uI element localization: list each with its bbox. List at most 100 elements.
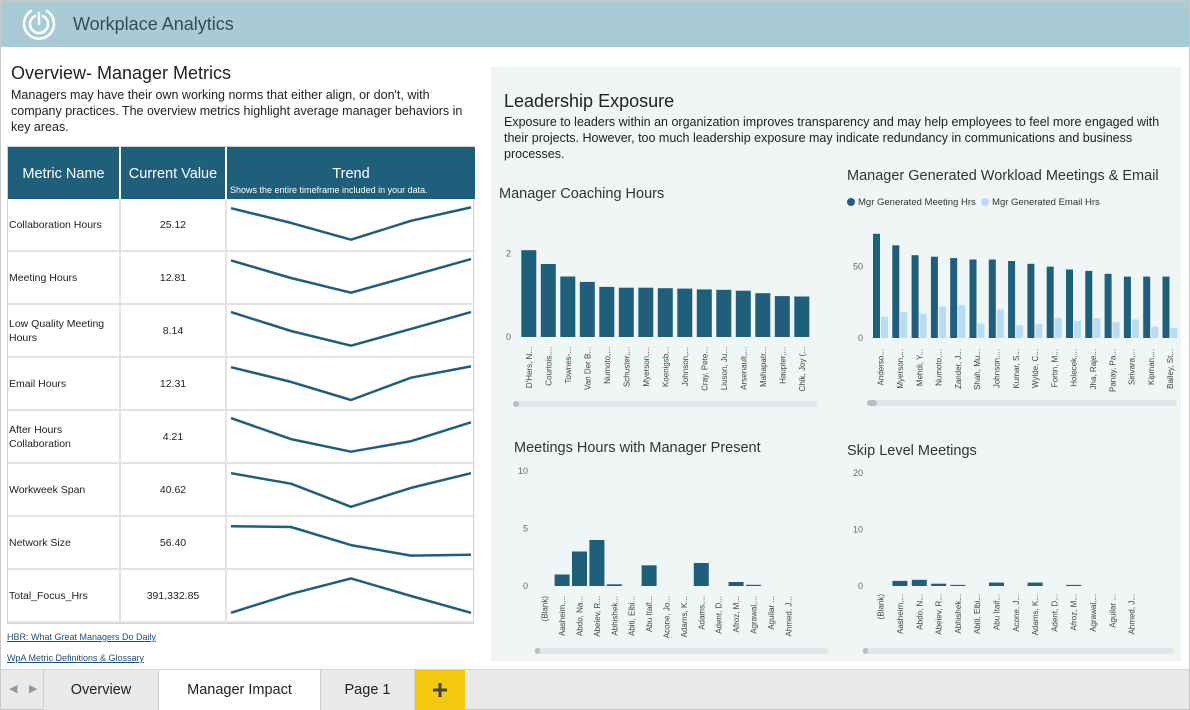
chart-bar[interactable] [930,256,938,338]
chart-bar[interactable] [881,316,888,338]
chart-bar[interactable] [1143,276,1151,338]
workload-scroll-thumb[interactable] [867,400,877,406]
chart-bar[interactable] [554,574,570,587]
chart-bar[interactable] [958,305,966,338]
manager-present-scrollbar[interactable] [535,648,829,654]
x-category-label: Holecek,... [1070,349,1079,387]
chart-bar[interactable] [641,565,657,586]
leadership-description: Exposure to leaders within an organizati… [504,115,1160,161]
table-row[interactable]: Meeting Hours 12.81 [8,252,475,305]
chart-bar[interactable] [1008,261,1016,338]
chart-bar[interactable] [657,288,673,337]
chart-bar[interactable] [746,584,761,586]
chart-bar[interactable] [696,289,712,337]
chart-bar[interactable] [1162,276,1170,338]
chart-bar[interactable] [977,323,985,338]
chart-bar[interactable] [950,258,958,338]
chart-bar[interactable] [1046,266,1054,338]
skip-level-meetings-chart[interactable]: 0 10 20 (Blank) Aasheim,... Abdo, N... Abeiev,… [841,461,1176,646]
chart-bar[interactable] [521,250,537,337]
chart-bar[interactable] [969,259,977,339]
chart-bar[interactable] [1035,323,1043,338]
chart-bar[interactable] [892,245,900,338]
chart-bar[interactable] [618,287,634,337]
meetings-hours-manager-present-chart[interactable]: 0 5 10 (Blank) Aasheim,... Abdo, Na... Abeiev,… [506,461,831,646]
trend-sparkline [230,524,472,557]
table-row[interactable]: After Hours Collaboration 4.21 [8,411,475,464]
workload-chart-scrollbar[interactable] [867,400,1177,406]
chart-bar[interactable] [1093,318,1101,338]
chart-bar[interactable] [1112,322,1120,338]
table-row[interactable]: Network Size 56.40 [8,517,475,570]
chart-bar[interactable] [911,579,927,586]
chart-bar[interactable] [606,584,622,586]
coaching-scroll-thumb[interactable] [513,401,519,407]
legend-label-email: Mgr Generated Email Hrs [992,197,1100,208]
table-row[interactable]: Workweek Span 40.62 [8,464,475,517]
chart-bar[interactable] [716,289,732,337]
wpa-glossary-link[interactable]: WpA Metric Definitions & Glossary [7,653,145,663]
skip-level-scroll-thumb[interactable] [863,648,868,654]
workload-meetings-email-chart[interactable]: 0 50 Anderso... Myerson,... Mehdi, Y... Numot… [841,221,1178,401]
chart-bar[interactable] [728,582,744,586]
chart-bar[interactable] [911,255,919,338]
chart-bar[interactable] [1085,270,1093,338]
chart-bar[interactable] [996,309,1004,339]
chart-bar[interactable] [638,287,654,337]
chart-bar[interactable] [988,259,996,339]
chart-bar[interactable] [599,286,615,337]
tab-page-1[interactable]: Page 1 [321,670,415,710]
chart-bar[interactable] [1066,584,1082,586]
chart-bar[interactable] [1074,320,1081,338]
chart-bar[interactable] [693,563,709,586]
chart-bar[interactable] [579,281,595,337]
chart-bar[interactable] [1027,263,1035,338]
chart-bar[interactable] [989,582,1004,586]
chart-bar[interactable] [931,583,947,586]
chart-bar[interactable] [900,312,908,338]
chart-bar[interactable] [892,580,908,586]
trend-line [230,416,472,453]
chevron-right-icon[interactable]: ▶ [29,683,38,695]
column-header-trend[interactable]: Trend Shows the entire timeframe include… [227,147,475,199]
column-header-current-value[interactable]: Current Value [121,147,227,199]
chart-bar[interactable] [540,264,556,337]
chevron-left-icon[interactable]: ◀ [9,683,18,695]
chart-bar[interactable] [735,290,751,337]
chart-bar[interactable] [1027,582,1043,586]
chart-bar[interactable] [1131,319,1139,339]
column-header-metric-name[interactable]: Metric Name [8,147,121,199]
chart-bar[interactable] [1016,325,1024,338]
table-row[interactable]: Email Hours 12.31 [8,358,475,411]
chart-bar[interactable] [794,296,810,338]
chart-bar[interactable] [950,584,966,586]
tab-overview[interactable]: Overview [43,670,159,710]
hbr-link[interactable]: HBR: What Great Managers Do Daily [7,632,157,642]
chart-bar[interactable] [919,313,927,338]
chart-bar[interactable] [873,233,880,338]
chart-bar[interactable] [1066,269,1073,339]
manager-coaching-hours-chart[interactable]: 0 2 D'Hers, N... Courtois,... Townes-... Van … [491,241,821,401]
table-row[interactable]: Total_Focus_Hrs 391,332.85 [8,570,475,623]
chart-bar[interactable] [1054,318,1062,338]
chart-bar[interactable] [572,551,587,587]
add-page-button[interactable] [415,670,465,710]
chart-bar[interactable] [560,276,576,338]
skip-level-scrollbar[interactable] [863,648,1175,654]
chart-bar[interactable] [938,306,946,338]
y-tick-label: 0 [858,581,863,591]
chart-bar[interactable] [677,288,693,337]
chart-bar[interactable] [1123,276,1131,338]
manager-present-scroll-thumb[interactable] [535,648,540,654]
table-row[interactable]: Collaboration Hours 25.12 [8,199,475,252]
chart-bar[interactable] [1151,326,1159,338]
x-category-label: Jha, Raje... [1089,349,1098,389]
tab-manager-impact[interactable]: Manager Impact [159,670,321,710]
chart-bar[interactable] [589,540,605,586]
chart-bar[interactable] [755,293,771,337]
chart-bar[interactable] [1104,273,1112,338]
table-row[interactable]: Low Quality Meeting Hours 8.14 [8,305,475,358]
chart-bar[interactable] [1170,328,1178,338]
chart-bar[interactable] [774,296,790,337]
coaching-chart-scrollbar[interactable] [513,401,817,407]
